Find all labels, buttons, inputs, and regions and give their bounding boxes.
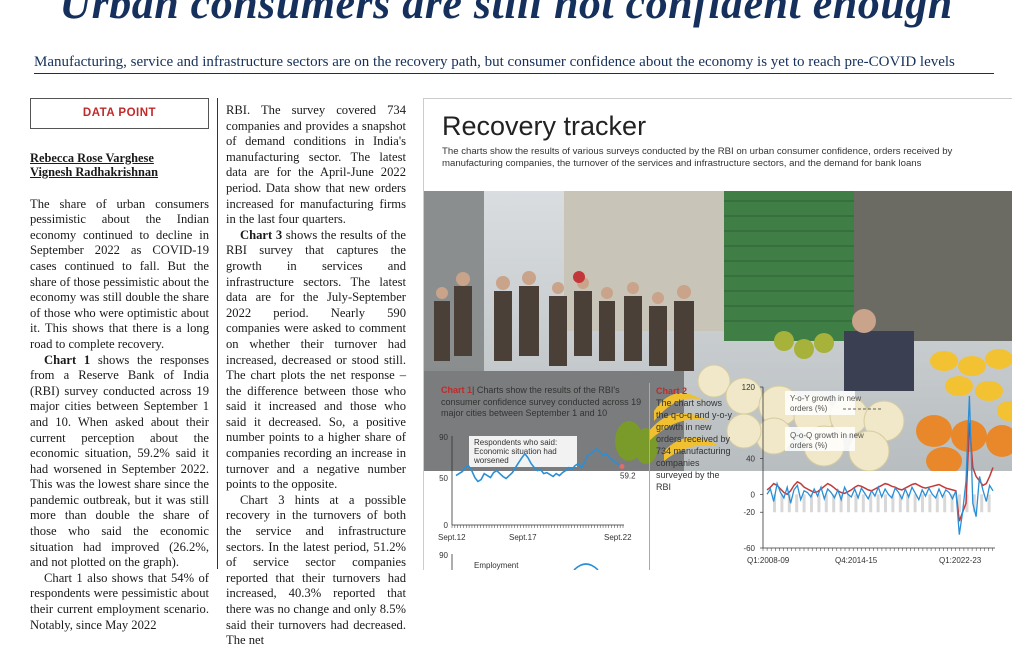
article-column-1: DATA POINT Rebecca Rose Varghese Vignesh… xyxy=(30,98,209,633)
article-paragraph: Chart 3 hints at a possible recovery in … xyxy=(226,492,406,648)
y-tick-label: -20 xyxy=(743,508,755,517)
chart-reference: Chart 3 xyxy=(240,227,283,242)
shade-band xyxy=(921,494,924,513)
y-tick-label: 0 xyxy=(444,521,449,530)
annotation-box xyxy=(469,436,577,467)
shade-band xyxy=(876,494,880,513)
x-tick-label: Sept.22 xyxy=(604,533,632,542)
shade-band xyxy=(787,494,791,513)
shade-band xyxy=(861,494,865,513)
series-line-worsened xyxy=(455,447,623,483)
y-tick-label: 50 xyxy=(439,474,448,483)
chart-reference: Chart 1 xyxy=(44,352,91,367)
x-tick-label: Sept.17 xyxy=(509,533,537,542)
market-photo xyxy=(424,191,1012,471)
shade-band xyxy=(824,494,828,513)
author-name: Vignesh Radhakrishnan xyxy=(30,164,158,179)
shade-band xyxy=(839,494,843,513)
shade-band xyxy=(817,494,821,513)
chart2-new-orders-growth: 120 40 0 -20 -60 Y-o-Y growth in new orders … xyxy=(742,383,995,565)
chart-divider xyxy=(649,383,650,570)
chart2-caption-text: The chart shows the q-o-q and y-o-y grow… xyxy=(656,398,733,492)
chart1-caption-text: | Charts show the results of the RBI's c… xyxy=(441,385,642,418)
y-tick-label: 120 xyxy=(742,383,756,392)
negative-shading xyxy=(773,494,991,513)
x-tick-label: Sept.12 xyxy=(438,533,466,542)
shade-band xyxy=(965,494,969,513)
shade-band xyxy=(795,494,799,513)
shade-band xyxy=(884,494,887,513)
shade-band xyxy=(869,494,873,513)
shade-band xyxy=(943,494,947,513)
y-tick-label: -60 xyxy=(743,544,755,553)
shade-band xyxy=(950,494,954,513)
shade-band xyxy=(935,494,939,513)
annotation-line: worsened xyxy=(473,456,509,465)
x-tick-label: Q1:2022-23 xyxy=(939,556,982,565)
headline: Urban consumers are still not confident … xyxy=(59,0,953,28)
legend-label-yoy: orders (%) xyxy=(790,404,828,413)
chart1-consumer-confidence: 90 50 0 Respondents who said: Economic s… xyxy=(438,433,636,570)
annotation-line: Economic situation had xyxy=(474,447,557,456)
second-panel-label: Employment xyxy=(474,561,519,570)
data-point-label: DATA POINT xyxy=(30,98,209,129)
shade-band xyxy=(958,494,961,513)
shade-band xyxy=(987,494,991,513)
shade-band xyxy=(810,494,813,513)
panel-title: Recovery tracker xyxy=(442,111,647,141)
paragraph-text: shows the results of the RBI survey that… xyxy=(226,227,406,492)
legend-bg xyxy=(785,391,855,415)
legend-label-yoy: Y-o-Y growth in new xyxy=(790,394,861,403)
shade-band xyxy=(780,494,784,513)
shade-band xyxy=(928,494,932,513)
x-axis-ticks xyxy=(451,525,624,528)
x-axis-ticks xyxy=(762,548,993,551)
subheadline: Manufacturing, service and infrastructur… xyxy=(34,54,994,74)
recovery-tracker-panel: Recovery tracker The charts show the res… xyxy=(423,98,1012,570)
series-line-employment xyxy=(573,563,599,570)
shade-band xyxy=(898,494,902,513)
shade-band xyxy=(847,494,850,513)
shade-band xyxy=(773,494,776,513)
shade-band xyxy=(980,494,984,513)
column-divider xyxy=(217,98,218,569)
y-tick-label: 90 xyxy=(439,433,448,442)
shade-band xyxy=(913,494,917,513)
chart2-tag: Chart 2 xyxy=(656,386,688,396)
series-end-marker xyxy=(619,463,625,469)
annotation-line: Respondents who said: xyxy=(474,438,557,447)
article-paragraph: RBI. The survey covered 734 companies an… xyxy=(226,103,406,227)
chart1-tag: Chart 1 xyxy=(441,385,473,395)
shade-band xyxy=(891,494,895,513)
x-tick-label: Q1:2008-09 xyxy=(747,556,790,565)
article-column-2: RBI. The survey covered 734 companies an… xyxy=(226,103,406,649)
y-tick-label: 0 xyxy=(751,490,756,499)
legend-bg xyxy=(785,427,855,451)
chart2-caption: Chart 2 The chart shows the q-o-q and y-o… xyxy=(656,385,736,493)
shade-band xyxy=(906,494,910,513)
article-paragraph: The share of urban consumers pessimistic… xyxy=(30,196,209,351)
legend-label-qoq: orders (%) xyxy=(790,441,828,450)
legend-label-qoq: Q-o-Q growth in new xyxy=(790,431,864,440)
article-paragraph: Chart 1 shows the responses from a Reser… xyxy=(30,353,209,571)
article-paragraph: Chart 1 also shows that 54% of responden… xyxy=(30,570,209,632)
end-value-label: 59.2 xyxy=(620,471,636,480)
x-tick-label: Q4:2014-15 xyxy=(835,556,878,565)
author-name: Rebecca Rose Varghese xyxy=(30,150,154,165)
shade-band xyxy=(802,494,806,513)
panel-description: The charts show the results of various s… xyxy=(442,146,953,169)
byline: Rebecca Rose Varghese Vignesh Radhakrish… xyxy=(30,151,209,179)
shade-band xyxy=(972,494,976,513)
paragraph-text: shows the responses from a Reserve Bank … xyxy=(30,352,210,570)
article-paragraph: Chart 3 shows the results of the RBI sur… xyxy=(226,228,406,493)
chart1-caption: Chart 1| Charts show the results of the … xyxy=(441,385,646,420)
y-tick-label: 40 xyxy=(746,455,755,464)
shade-band xyxy=(832,494,836,513)
market-photo-illustration xyxy=(424,191,1012,471)
shade-band xyxy=(854,494,858,513)
y-axis-ticks: 120 40 0 -20 -60 xyxy=(742,383,763,553)
y-tick-label: 90 xyxy=(439,551,448,560)
series-line-qoq xyxy=(766,395,994,535)
